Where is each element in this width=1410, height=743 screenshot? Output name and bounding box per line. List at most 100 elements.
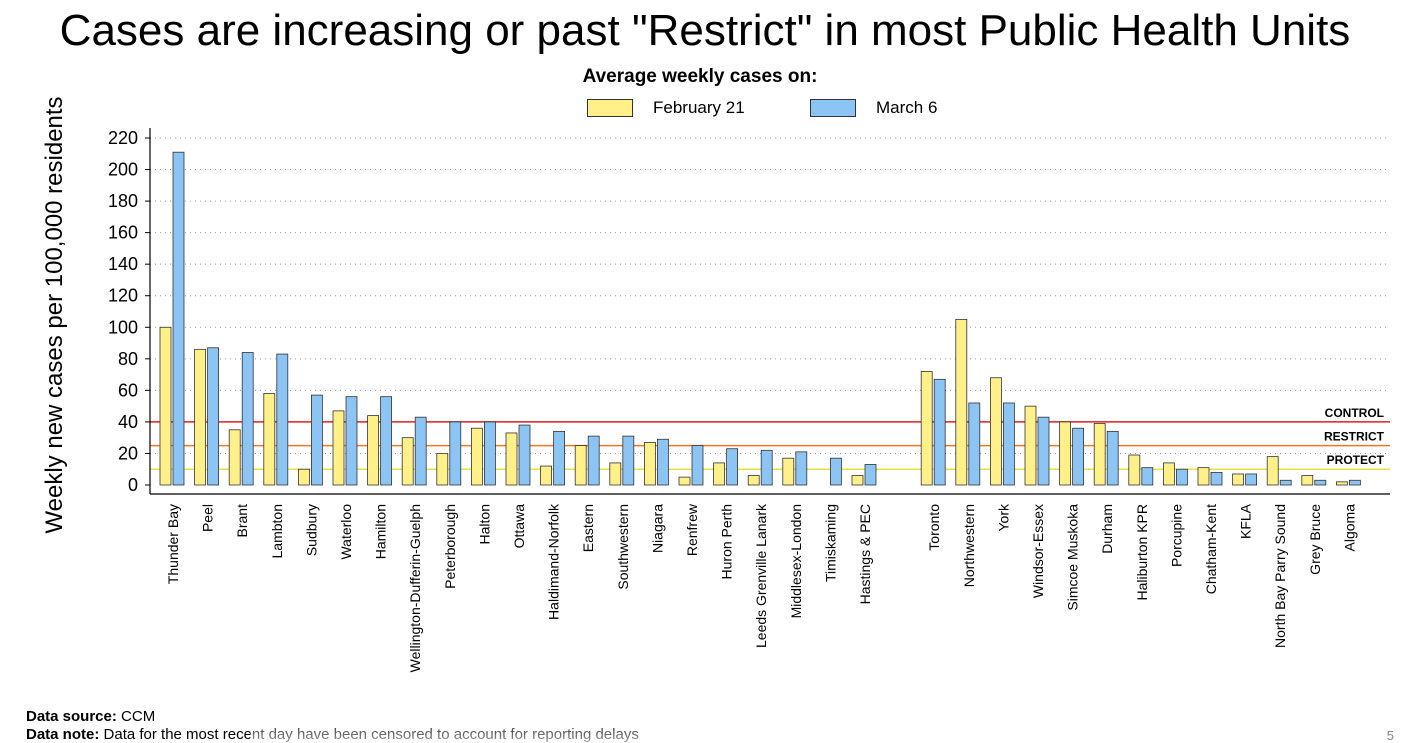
bar-feb21 — [194, 348, 207, 486]
bar-feb21 — [609, 462, 622, 486]
x-tick-label: Durham — [1099, 504, 1115, 554]
x-tick-label: Waterloo — [338, 504, 354, 560]
bar-mar6 — [1037, 416, 1050, 486]
bar-mar6 — [1141, 467, 1154, 486]
bar-mar6 — [726, 448, 738, 486]
y-tick-label: 60 — [118, 380, 138, 400]
bar-feb21 — [1301, 475, 1314, 486]
x-tick-label: York — [995, 503, 1011, 532]
bar-mar6 — [1349, 479, 1361, 486]
bar-mar6 — [830, 457, 842, 486]
legend-label-feb21: February 21 — [653, 98, 745, 117]
bar-feb21 — [747, 475, 760, 486]
threshold-label-restrict: RESTRICT — [1324, 430, 1385, 444]
bar-mar6 — [1245, 473, 1257, 486]
x-tick-label: Hamilton — [373, 504, 389, 559]
x-tick-label: Thunder Bay — [165, 504, 181, 584]
bar-feb21 — [782, 457, 795, 486]
x-tick-label: Eastern — [580, 504, 596, 552]
x-tick-label: Middlesex-London — [788, 504, 804, 618]
bar-feb21 — [1336, 481, 1348, 486]
bar-feb21 — [540, 465, 552, 486]
legend-title: Average weekly cases on: — [582, 66, 818, 87]
legend-swatch-mar6 — [810, 99, 856, 117]
bar-feb21 — [332, 410, 345, 486]
y-tick-label: 120 — [108, 286, 138, 306]
bar-mar6 — [795, 451, 808, 486]
legend-item-feb21: February 21 — [587, 98, 745, 118]
y-tick-label: 200 — [108, 160, 138, 180]
bar-mar6 — [414, 416, 427, 486]
bar-mar6 — [691, 445, 704, 486]
bar-mar6 — [587, 435, 600, 486]
bar-feb21 — [955, 318, 968, 486]
bar-mar6 — [760, 449, 773, 486]
page-number: 5 — [1386, 728, 1394, 743]
y-tick-label: 0 — [128, 475, 138, 495]
bar-mar6 — [345, 396, 358, 486]
x-tick-label: Haliburton KPR — [1134, 504, 1150, 601]
x-tick-label: Windsor-Essex — [1030, 504, 1046, 598]
bar-feb21 — [990, 377, 1002, 486]
bar-feb21 — [263, 393, 276, 486]
x-tick-label: Renfrew — [684, 503, 700, 556]
x-tick-label: Wellington-Dufferin-Guelph — [407, 504, 423, 672]
bar-mar6 — [553, 430, 565, 486]
bar-feb21 — [1163, 462, 1175, 486]
bar-mar6 — [241, 352, 254, 486]
x-tick-label: Toronto — [926, 504, 942, 551]
x-tick-label: Simcoe Muskoka — [1065, 504, 1081, 611]
x-tick-label: Timiskaming — [822, 504, 838, 582]
bar-mar6 — [310, 394, 323, 486]
threshold-label-protect: PROTECT — [1327, 453, 1385, 467]
bar-mar6 — [518, 424, 531, 486]
legend-item-mar6: March 6 — [810, 98, 937, 118]
data-source: Data source: CCM — [26, 708, 155, 725]
bar-mar6 — [968, 402, 981, 486]
x-tick-label: Ottawa — [511, 504, 527, 549]
bar-mar6 — [380, 396, 393, 486]
bar-mar6 — [1279, 479, 1292, 486]
bar-mar6 — [622, 435, 635, 486]
bar-feb21 — [1024, 405, 1037, 486]
bar-feb21 — [713, 462, 725, 486]
x-tick-label: Huron Perth — [719, 504, 735, 579]
bar-feb21 — [470, 427, 483, 486]
x-tick-label: KFLA — [1238, 503, 1254, 539]
legend-swatch-feb21 — [587, 99, 633, 117]
bar-mar6 — [276, 353, 289, 486]
data-source-value: CCM — [121, 708, 156, 725]
bar-feb21 — [436, 453, 449, 486]
bar-mar6 — [172, 151, 185, 486]
bar-mar6 — [1106, 430, 1119, 486]
y-tick-label: 80 — [118, 349, 138, 369]
x-tick-label: Hastings & PEC — [857, 504, 873, 604]
bar-feb21 — [644, 442, 656, 486]
x-tick-label: Northwestern — [961, 504, 977, 587]
bar-mar6 — [933, 378, 946, 486]
x-tick-label: Peel — [200, 504, 216, 532]
bar-mar6 — [483, 421, 496, 486]
bar-mar6 — [1003, 402, 1015, 486]
bar-feb21 — [159, 326, 172, 486]
bar-mar6 — [657, 438, 669, 486]
bar-mar6 — [1072, 427, 1084, 486]
bar-feb21 — [367, 415, 380, 486]
bar-feb21 — [1197, 467, 1210, 486]
y-tick-label: 180 — [108, 191, 138, 211]
x-tick-label: Peterborough — [442, 504, 458, 589]
x-tick-label: Grey Bruce — [1307, 504, 1323, 575]
y-tick-label: 20 — [118, 443, 138, 463]
bar-mar6 — [1210, 471, 1223, 486]
y-tick-label: 160 — [108, 223, 138, 243]
bar-feb21 — [678, 476, 691, 486]
x-tick-label: Chatham-Kent — [1203, 504, 1219, 594]
bar-mar6 — [207, 347, 220, 486]
bar-feb21 — [1128, 454, 1141, 486]
x-tick-label: Brant — [234, 504, 250, 538]
x-tick-label: Haldimand-Norfolk — [546, 503, 562, 620]
bar-feb21 — [1232, 473, 1244, 486]
threshold-label-control: CONTROL — [1325, 406, 1384, 420]
x-tick-label: North Bay Parry Sound — [1272, 504, 1288, 648]
bar-feb21 — [920, 371, 933, 486]
